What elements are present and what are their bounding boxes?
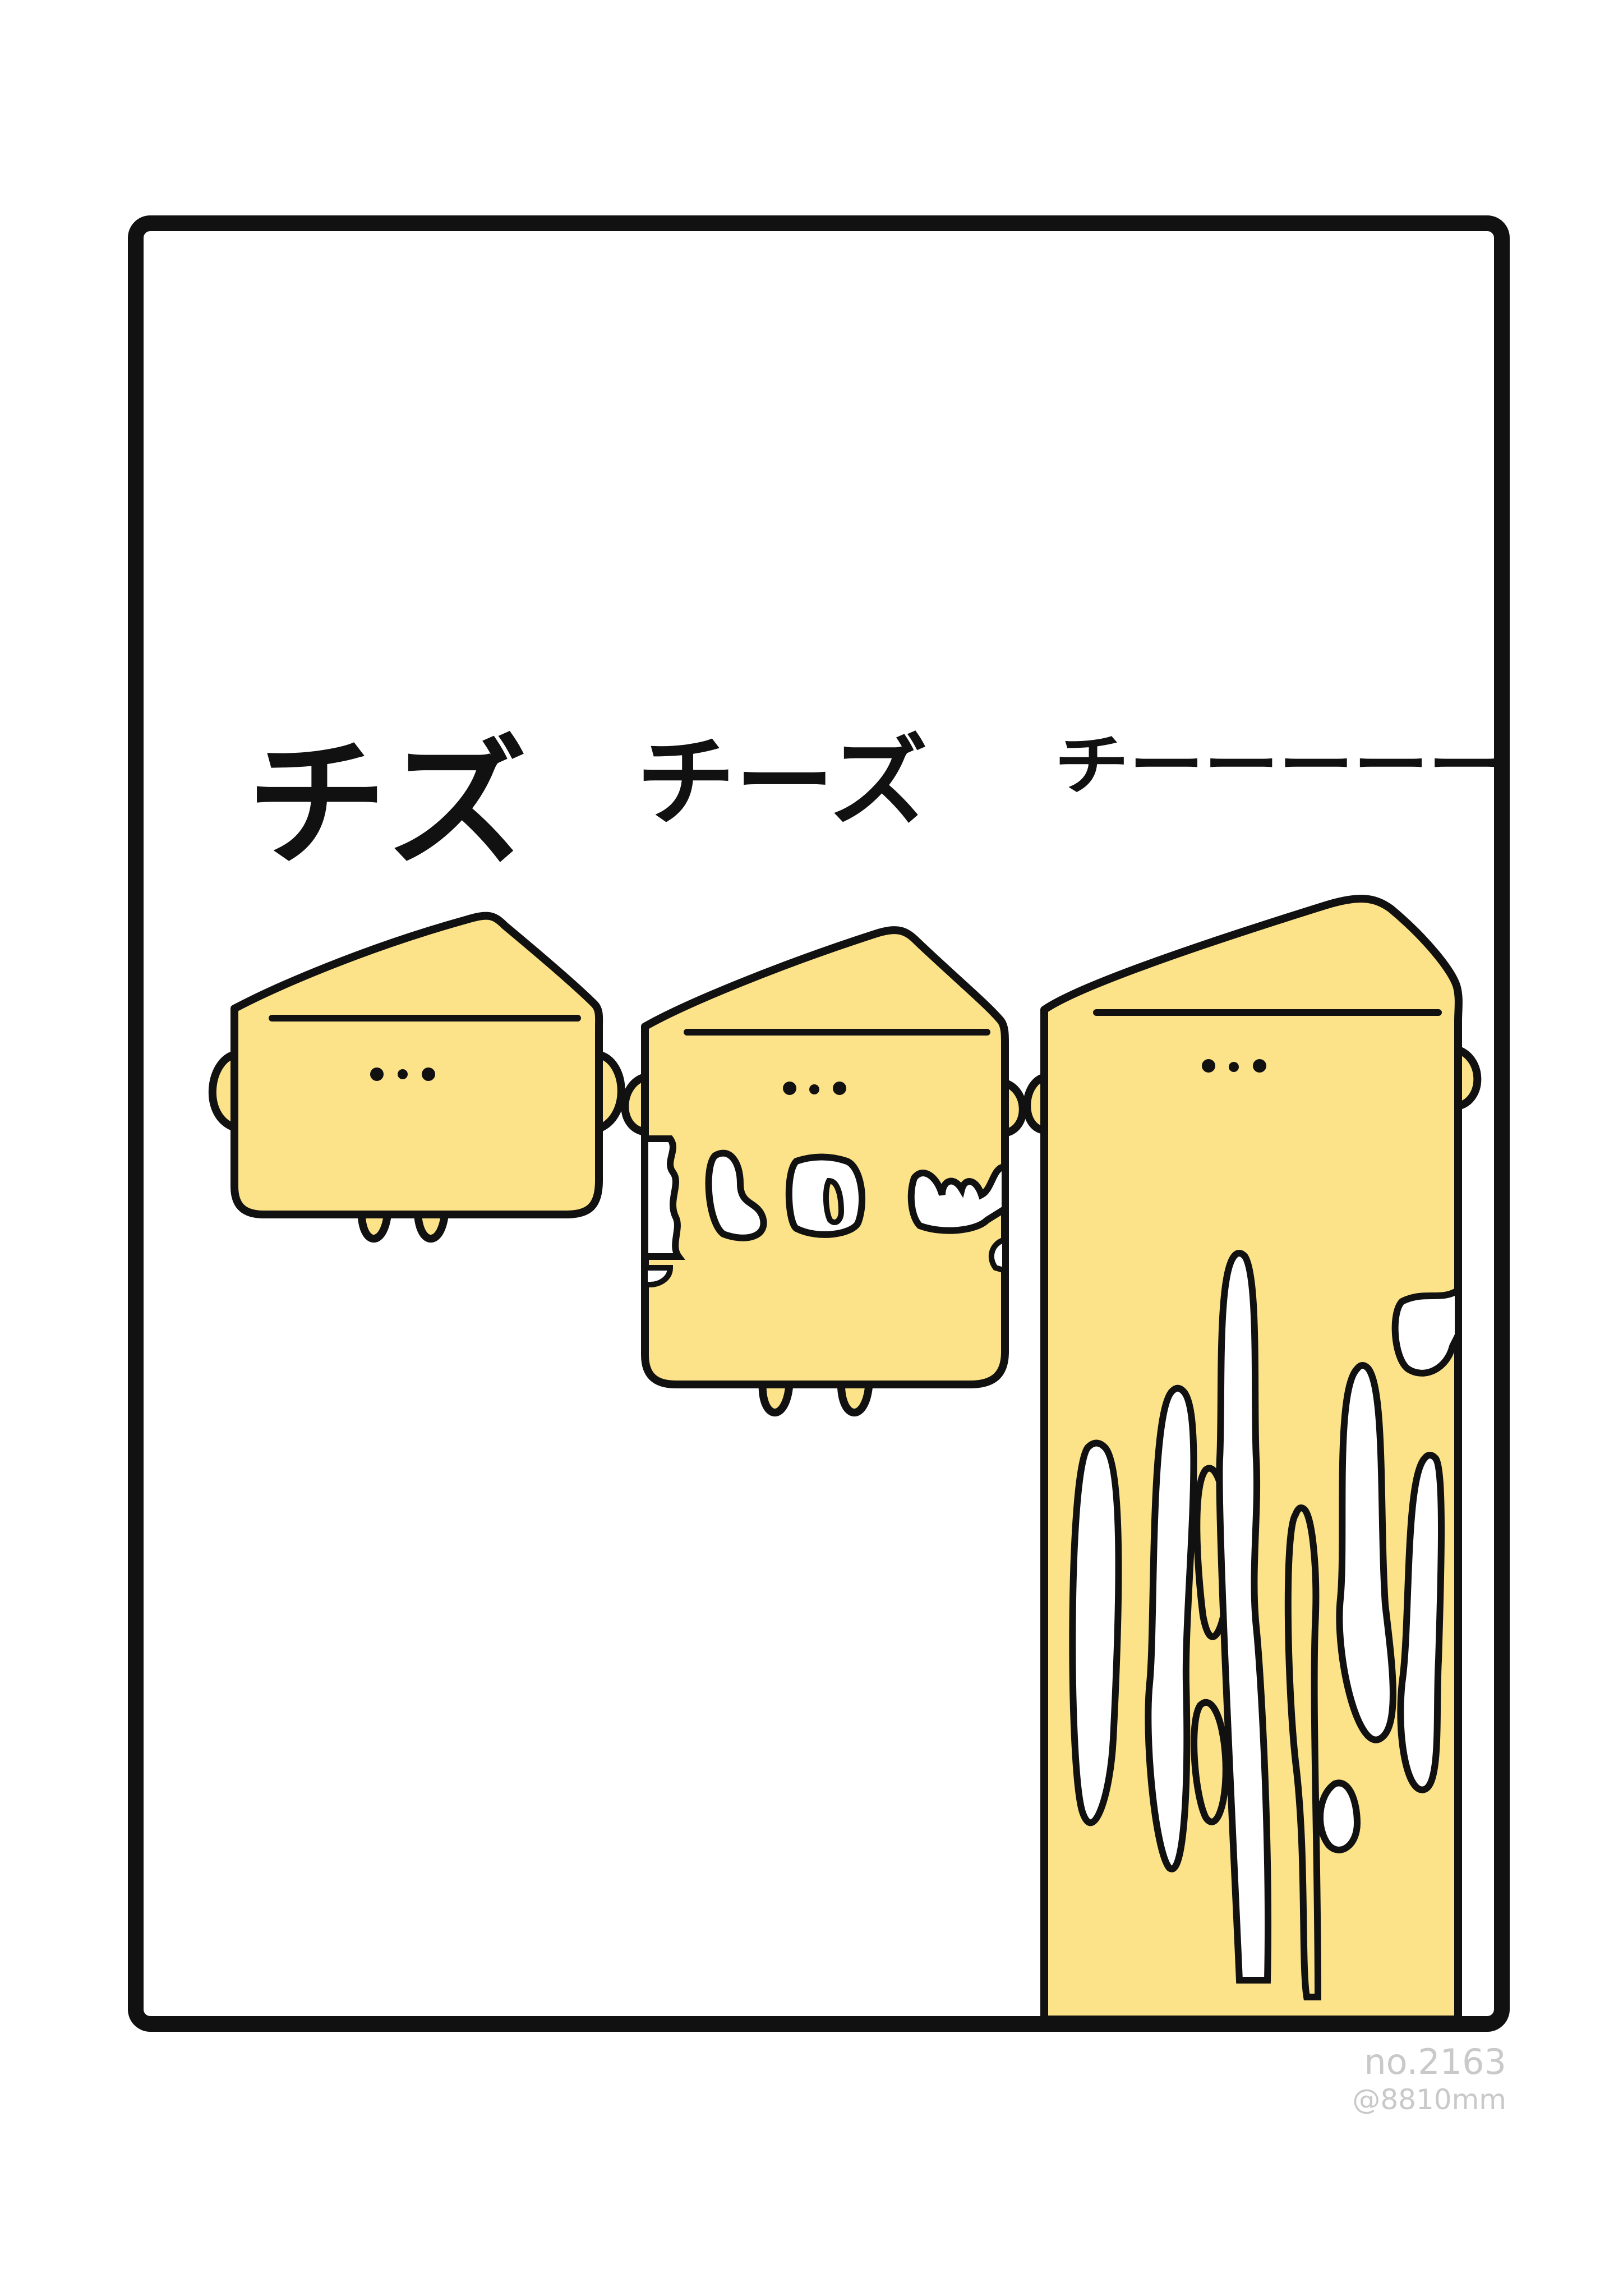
caption-chiiiii: チーーーーー [1054,726,1503,804]
cheese-small-left-eye [370,1068,384,1081]
cheese-medium-left-arm [621,1073,647,1136]
cheese-small-right-eye [422,1068,435,1081]
cheese-medium-melt-hole [642,1265,674,1287]
cheese-medium-melt-hole [705,1149,767,1241]
cheese-tall-melt-drip [1317,1779,1361,1853]
cheese-medium-left-eye [783,1082,796,1095]
comic-issue-number: no.2163 [1364,2041,1506,2082]
cheese-tall-melt-drip [1069,1439,1122,1826]
cheese-tall-melt-drip [1284,1504,1322,2000]
cheese-small-mouth [398,1069,408,1079]
cheese-tall-melt-drip [1391,1283,1461,1377]
artist-handle: @8810mm [1352,2083,1506,2116]
cheese-tall-mouth [1229,1062,1239,1072]
cheese-tall-melt-drip [1397,1452,1445,1793]
cheese-tall-melt-drip [1191,1699,1229,1825]
cheese-medium-melt-hole [642,1135,685,1260]
cheese-tall-melt-drip [1216,1250,1271,1984]
cheese-tall-left-eye [1202,1059,1215,1073]
cheese-medium-right-eye [833,1082,846,1095]
cheese-medium-mouth [809,1084,819,1094]
cheese-tall-right-eye [1253,1059,1266,1073]
caption-chiizu: チーズ [637,725,928,840]
cheese-character-medium [621,926,1027,1416]
cheese-tall-melt-drip [1145,1384,1197,1872]
cheese-tall-melt-drip [1336,1362,1396,1743]
caption-chizu: チズ [247,723,527,886]
cheese-character-tall [1023,895,1482,2023]
cheese-medium-melt-hole [907,1163,1008,1234]
cheese-medium-melt-hole [823,1177,845,1225]
cheese-medium-melt-hole [988,1236,1008,1274]
cheese-small-left-arm [208,1051,236,1131]
cheese-small-right-arm [597,1051,625,1133]
cheese-character-small [208,912,625,1243]
cheese-tall-left-arm [1023,1073,1046,1134]
cheese-small-body [230,912,603,1218]
